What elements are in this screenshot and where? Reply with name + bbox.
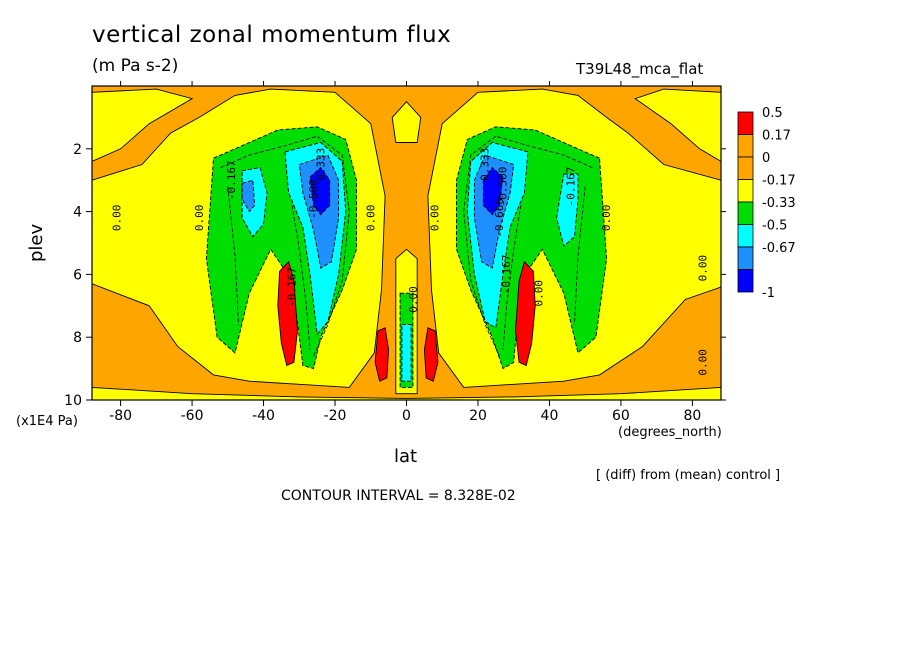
contour-region-pos-high	[374, 327, 390, 382]
diff-note: [ (diff) from (mean) control ]	[596, 468, 781, 483]
contour-label: -0.333	[479, 148, 492, 188]
legend-swatch	[737, 179, 754, 203]
contour-interval: CONTOUR INTERVAL = 8.328E-02	[281, 488, 516, 504]
x-axis-units: (degrees_north)	[618, 425, 722, 440]
color-legend: 0.5 0.17 0 -0.17 -0.33 -0.5 -0.67 -1	[737, 106, 796, 301]
contour-line	[502, 205, 522, 350]
contour-region-neg-large	[401, 324, 412, 382]
contour-label: -0.167	[564, 167, 577, 207]
contour-region-neg-small	[391, 101, 422, 143]
legend-swatch	[737, 246, 754, 270]
contour-label: 0.00	[600, 205, 613, 232]
contour-region-neg-max	[482, 166, 504, 216]
x-tick-label: -20	[324, 408, 347, 424]
contour-region-pos-high	[423, 327, 439, 382]
contour-line	[220, 135, 350, 357]
chart-title: vertical zonal momentum flux	[92, 22, 452, 48]
contour-label: 0.00	[364, 205, 377, 232]
contour-region-pos-high	[277, 260, 298, 367]
contour-label: 0.00	[407, 286, 420, 313]
legend-swatch	[737, 156, 754, 180]
x-tick-label: 20	[469, 408, 487, 424]
legend-swatch	[737, 134, 754, 158]
contour-region-neg-large	[556, 173, 579, 247]
legend-label: -1	[762, 286, 775, 301]
x-tick-label: 80	[683, 408, 701, 424]
y-tick-label: 4	[73, 205, 82, 221]
contour-region-neg-small	[92, 88, 194, 162]
contour-label: -0.167	[225, 160, 238, 200]
contour-label: -0.500	[307, 179, 320, 219]
x-axis: -80 -60 -40 -20 0 20 40 60 80	[109, 81, 701, 424]
contour-label: 0.00	[697, 255, 710, 282]
legend-swatch	[737, 269, 754, 293]
legend-label: 0.17	[762, 129, 791, 144]
legend-label: -0.5	[762, 219, 787, 234]
x-tick-label: 40	[541, 408, 559, 424]
run-name: T39L48_mca_flat	[576, 60, 704, 78]
legend-label: 0.5	[762, 106, 783, 121]
contour-label: -0.167	[500, 255, 513, 295]
legend-label: -0.17	[762, 174, 796, 189]
y-tick-label: 8	[73, 330, 82, 346]
y-axis-units: (x1E4 Pa)	[16, 414, 78, 429]
legend-swatch	[737, 224, 754, 248]
legend-swatch	[737, 111, 754, 135]
y-tick-label: 2	[73, 142, 82, 158]
contour-field	[92, 88, 721, 400]
contour-label: -0.333	[314, 148, 327, 188]
y-tick-label: 10	[64, 393, 82, 409]
x-tick-label: -80	[109, 408, 132, 424]
contour-region-pos-high	[515, 260, 536, 367]
chart-units: (m Pa s-2)	[92, 56, 179, 76]
contour-region-neg-xlarge	[241, 179, 256, 213]
x-tick-label: 0	[402, 408, 411, 424]
contour-label: 0.00	[697, 349, 710, 376]
y-tick-label: 6	[73, 267, 82, 283]
legend-label: -0.33	[762, 196, 796, 211]
contour-line	[574, 186, 586, 325]
contour-label: 0.00	[429, 205, 442, 232]
contour-label: -0.167	[286, 267, 299, 307]
x-tick-label: 60	[612, 408, 630, 424]
contour-line	[291, 205, 311, 350]
contour-region-neg-small	[92, 386, 721, 400]
legend-swatch	[737, 201, 754, 225]
contour-label: -0.666	[493, 198, 506, 238]
contour-line	[227, 186, 239, 325]
contour-line	[463, 135, 593, 357]
legend-label: 0	[762, 151, 770, 166]
contour-region-neg-max	[309, 166, 331, 216]
y-axis: 2 4 6 8 10	[64, 142, 726, 409]
legend-label: -0.67	[762, 241, 796, 256]
contour-label: 0.00	[193, 205, 206, 232]
x-tick-label: -60	[181, 408, 204, 424]
contour-label: -0.500	[497, 167, 510, 207]
contour-region-neg-small	[634, 88, 721, 162]
contour-label: 0.00	[111, 205, 124, 232]
contour-label: 0.00	[532, 280, 545, 307]
contour-labels: 0.00 0.00-0.167 -0.333-0.500 0.00-0.1670.00…	[111, 148, 710, 376]
x-axis-label: lat	[394, 446, 418, 467]
x-tick-label: -40	[252, 408, 275, 424]
